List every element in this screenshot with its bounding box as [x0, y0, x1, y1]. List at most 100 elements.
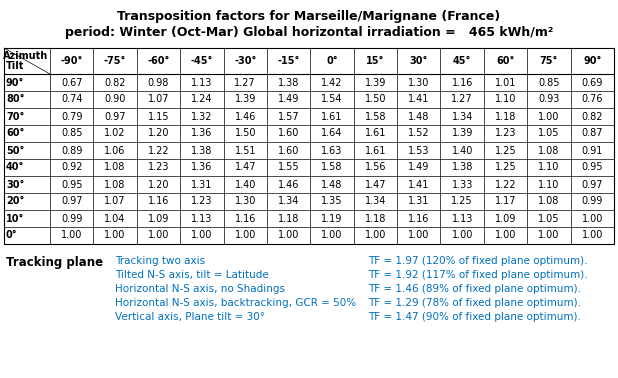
Text: 1.07: 1.07: [104, 197, 126, 206]
Text: Azimuth: Azimuth: [2, 51, 48, 61]
Text: 1.16: 1.16: [408, 214, 430, 223]
Text: 1.05: 1.05: [538, 129, 560, 138]
Text: 1.06: 1.06: [104, 146, 126, 155]
Text: 30°: 30°: [410, 56, 428, 66]
Text: 1.39: 1.39: [452, 129, 473, 138]
Text: 1.41: 1.41: [408, 94, 430, 104]
Text: 1.61: 1.61: [321, 112, 343, 121]
Text: 1.10: 1.10: [538, 163, 560, 172]
Text: 90°: 90°: [583, 56, 601, 66]
Text: 1.40: 1.40: [235, 180, 256, 189]
Text: 50°: 50°: [6, 146, 24, 155]
Text: 1.47: 1.47: [365, 180, 386, 189]
Text: 1.00: 1.00: [191, 231, 213, 240]
Text: 1.30: 1.30: [235, 197, 256, 206]
Text: 0.99: 0.99: [582, 197, 603, 206]
Text: 1.13: 1.13: [191, 214, 213, 223]
Text: 1.61: 1.61: [365, 146, 386, 155]
Text: Horizontal N-S axis, backtracking, GCR = 50%: Horizontal N-S axis, backtracking, GCR =…: [115, 298, 356, 308]
Text: 1.46: 1.46: [278, 180, 299, 189]
Text: -15°: -15°: [277, 56, 300, 66]
Text: 1.00: 1.00: [148, 231, 169, 240]
Text: Vertical axis, Plane tilt = 30°: Vertical axis, Plane tilt = 30°: [115, 312, 265, 322]
Text: 1.05: 1.05: [538, 214, 560, 223]
Text: 0.82: 0.82: [104, 77, 126, 87]
Text: 1.00: 1.00: [495, 231, 516, 240]
Text: 1.61: 1.61: [365, 129, 386, 138]
Text: 1.60: 1.60: [278, 146, 299, 155]
Text: 1.34: 1.34: [452, 112, 473, 121]
Text: 1.58: 1.58: [365, 112, 386, 121]
Text: 1.60: 1.60: [278, 129, 299, 138]
Text: 1.18: 1.18: [278, 214, 299, 223]
Text: 0.85: 0.85: [61, 129, 82, 138]
Text: 0.79: 0.79: [61, 112, 82, 121]
Text: 1.00: 1.00: [365, 231, 386, 240]
Text: 1.00: 1.00: [104, 231, 126, 240]
Text: 0.85: 0.85: [538, 77, 560, 87]
Text: 1.58: 1.58: [321, 163, 343, 172]
Text: 1.35: 1.35: [321, 197, 343, 206]
Text: 1.31: 1.31: [408, 197, 430, 206]
Text: 1.13: 1.13: [191, 77, 213, 87]
Text: 1.20: 1.20: [148, 129, 169, 138]
Text: 1.15: 1.15: [148, 112, 169, 121]
Text: Tracking two axis: Tracking two axis: [115, 256, 205, 266]
Text: -75°: -75°: [104, 56, 126, 66]
Text: 1.27: 1.27: [451, 94, 473, 104]
Text: 0.95: 0.95: [582, 163, 603, 172]
Text: 1.07: 1.07: [148, 94, 169, 104]
Text: 1.42: 1.42: [321, 77, 343, 87]
Text: 1.51: 1.51: [234, 146, 256, 155]
Text: TF = 1.92 (117% of fixed plane optimum).: TF = 1.92 (117% of fixed plane optimum).: [368, 270, 588, 280]
Text: 1.39: 1.39: [365, 77, 386, 87]
Text: Horizontal N-S axis, no Shadings: Horizontal N-S axis, no Shadings: [115, 284, 285, 294]
Text: 0.92: 0.92: [61, 163, 82, 172]
Text: Tracking plane: Tracking plane: [6, 256, 103, 269]
Text: TF = 1.47 (90% of fixed plane optimum).: TF = 1.47 (90% of fixed plane optimum).: [368, 312, 581, 322]
Text: -60°: -60°: [147, 56, 170, 66]
Text: 1.33: 1.33: [452, 180, 473, 189]
Text: 15°: 15°: [366, 56, 384, 66]
Text: 1.38: 1.38: [278, 77, 299, 87]
Text: 1.23: 1.23: [148, 163, 169, 172]
Text: 1.00: 1.00: [582, 214, 603, 223]
Text: 0°: 0°: [326, 56, 338, 66]
Text: TF = 1.29 (78% of fixed plane optimum).: TF = 1.29 (78% of fixed plane optimum).: [368, 298, 581, 308]
Text: 0.82: 0.82: [582, 112, 603, 121]
Text: 1.32: 1.32: [191, 112, 213, 121]
Text: 1.24: 1.24: [191, 94, 213, 104]
Text: 1.56: 1.56: [365, 163, 386, 172]
Text: 1.18: 1.18: [365, 214, 386, 223]
Text: 1.08: 1.08: [538, 146, 560, 155]
Text: 60°: 60°: [6, 129, 24, 138]
Text: 1.20: 1.20: [148, 180, 169, 189]
Text: 1.27: 1.27: [234, 77, 256, 87]
Text: 1.48: 1.48: [408, 112, 430, 121]
Text: 1.57: 1.57: [278, 112, 300, 121]
Text: -45°: -45°: [191, 56, 213, 66]
Text: 60°: 60°: [496, 56, 515, 66]
Text: 1.09: 1.09: [495, 214, 516, 223]
Text: 45°: 45°: [453, 56, 472, 66]
Text: 1.36: 1.36: [191, 163, 213, 172]
Text: 1.25: 1.25: [451, 197, 473, 206]
Text: 0.76: 0.76: [582, 94, 603, 104]
Text: 1.00: 1.00: [235, 231, 256, 240]
Text: 0.90: 0.90: [104, 94, 126, 104]
Text: 1.49: 1.49: [408, 163, 430, 172]
Text: 0.87: 0.87: [582, 129, 603, 138]
Text: 1.00: 1.00: [321, 231, 343, 240]
Text: 1.00: 1.00: [538, 231, 560, 240]
Text: 1.48: 1.48: [321, 180, 343, 189]
Text: 40°: 40°: [6, 163, 24, 172]
Text: 0.89: 0.89: [61, 146, 82, 155]
Text: 1.63: 1.63: [321, 146, 343, 155]
Text: 1.41: 1.41: [408, 180, 430, 189]
Text: TF = 1.46 (89% of fixed plane optimum).: TF = 1.46 (89% of fixed plane optimum).: [368, 284, 581, 294]
Text: 1.10: 1.10: [538, 180, 560, 189]
Text: 1.16: 1.16: [235, 214, 256, 223]
Text: 0.67: 0.67: [61, 77, 82, 87]
Text: 1.46: 1.46: [235, 112, 256, 121]
Text: 1.08: 1.08: [104, 163, 126, 172]
